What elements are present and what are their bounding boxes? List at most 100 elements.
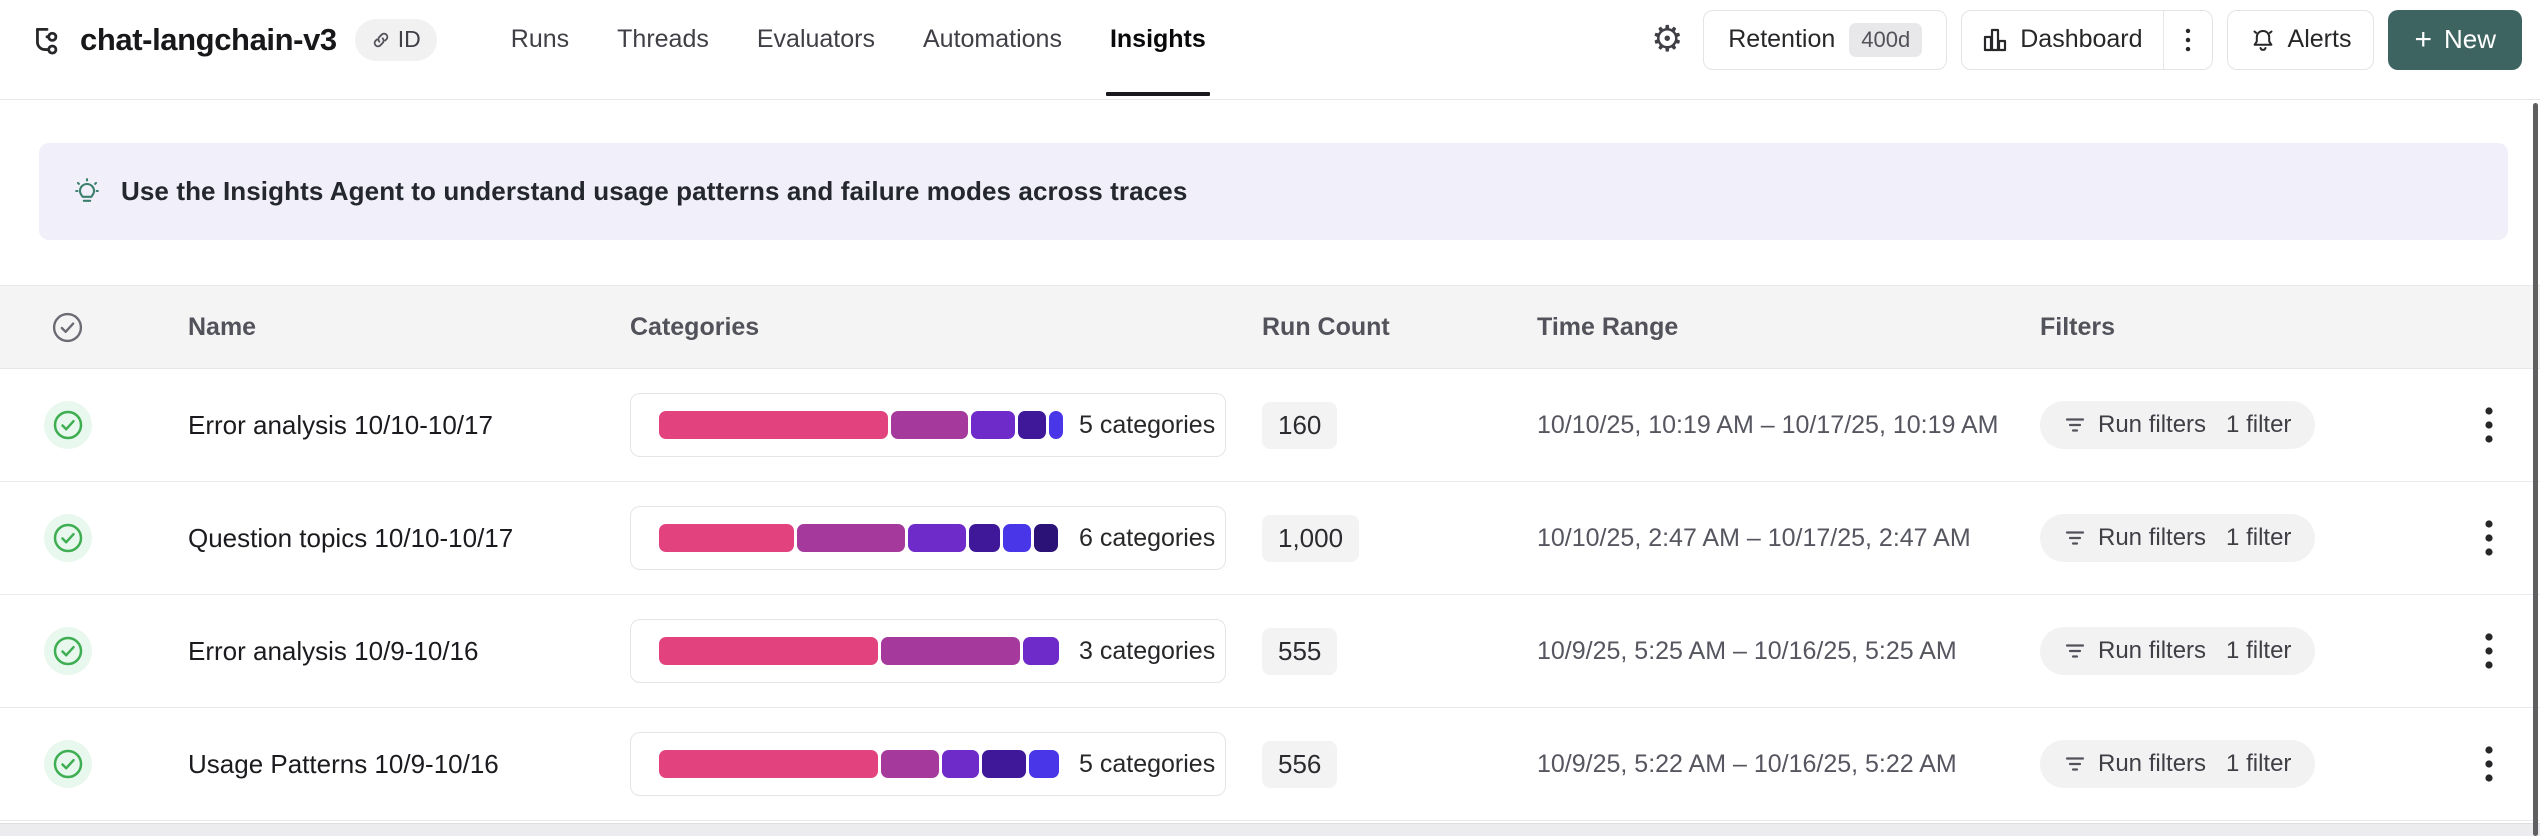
time-range: 10/10/25, 2:47 AM – 10/17/25, 2:47 AM (1537, 523, 1971, 552)
project-id-label: ID (397, 26, 421, 52)
time-range: 10/9/25, 5:22 AM – 10/16/25, 5:22 AM (1537, 749, 1957, 778)
insight-name[interactable]: Error analysis 10/9-10/16 (188, 635, 479, 666)
category-segment (1028, 750, 1059, 778)
insight-name[interactable]: Question topics 10/10-10/17 (188, 522, 514, 553)
category-segment (659, 524, 794, 552)
column-header-name[interactable]: Name (188, 312, 257, 341)
status-success-icon (43, 627, 92, 675)
insight-name[interactable]: Error analysis 10/10-10/17 (188, 409, 493, 440)
categories-summary[interactable]: 5 categories (630, 732, 1226, 796)
run-filters-pill[interactable]: Run filters 1 filter (2040, 627, 2316, 675)
filter-icon (2065, 644, 2085, 658)
run-count-badge: 160 (1262, 401, 1338, 449)
category-segment (881, 750, 940, 778)
run-count-badge: 555 (1262, 627, 1338, 675)
tab-evaluators[interactable]: Evaluators (756, 25, 875, 53)
category-segment (1048, 411, 1063, 439)
category-segment (659, 750, 879, 778)
new-button[interactable]: + New (2388, 9, 2522, 70)
gear-icon: ⚙ (1651, 18, 1684, 60)
column-header-categories[interactable]: Categories (630, 312, 760, 341)
alerts-button[interactable]: Alerts (2226, 9, 2375, 70)
row-menu-button[interactable] (2478, 625, 2500, 677)
page-title: chat-langchain-v3 (80, 21, 337, 57)
categories-summary[interactable]: 3 categories (630, 619, 1226, 683)
row-menu-button[interactable] (2478, 399, 2500, 451)
category-segment (942, 750, 979, 778)
retention-button[interactable]: Retention 400d (1703, 9, 1948, 70)
category-segment (1002, 524, 1031, 552)
kebab-icon (2485, 746, 2493, 782)
project-id-badge[interactable]: ID (354, 18, 437, 61)
row-menu-button[interactable] (2478, 738, 2500, 790)
run-filters-pill[interactable]: Run filters 1 filter (2040, 401, 2316, 449)
column-header-run-count[interactable]: Run Count (1262, 312, 1390, 341)
horizontal-scrollbar-track (0, 823, 2540, 836)
select-all-checkbox[interactable] (51, 311, 84, 344)
column-header-time-range[interactable]: Time Range (1537, 312, 1679, 341)
table-body: Error analysis 10/10-10/17 5 categories … (0, 369, 2540, 821)
alerts-label: Alerts (2287, 25, 2352, 53)
time-range: 10/9/25, 5:25 AM – 10/16/25, 5:25 AM (1537, 636, 1957, 665)
category-segment (659, 411, 889, 439)
dashboard-button[interactable]: Dashboard (1962, 11, 2162, 69)
table-row[interactable]: Error analysis 10/9-10/16 3 categories 5… (0, 595, 2540, 708)
run-filters-label: Run filters (2098, 524, 2207, 551)
topbar: chat-langchain-v3 ID Runs Threads Evaluato… (0, 0, 2540, 100)
status-success-icon (43, 514, 92, 562)
row-menu-button[interactable] (2478, 512, 2500, 564)
run-filters-pill[interactable]: Run filters 1 filter (2040, 514, 2316, 562)
categories-bar (659, 750, 1061, 778)
categories-bar (659, 637, 1061, 665)
kebab-icon (2485, 633, 2493, 669)
topbar-actions: ⚙ Retention 400d Dashboard (1645, 9, 2522, 70)
category-segment (970, 411, 1015, 439)
table-row[interactable]: Error analysis 10/10-10/17 5 categories … (0, 369, 2540, 482)
tab-threads[interactable]: Threads (617, 25, 709, 53)
category-segment (1017, 411, 1046, 439)
run-filters-label: Run filters (2098, 637, 2207, 664)
dashboard-menu-button[interactable] (2164, 11, 2212, 69)
plus-icon: + (2414, 22, 2432, 56)
category-segment (659, 637, 879, 665)
insight-name[interactable]: Usage Patterns 10/9-10/16 (188, 748, 499, 779)
tab-runs[interactable]: Runs (510, 25, 570, 53)
filter-count-label: 1 filter (2226, 637, 2292, 664)
vertical-scrollbar[interactable] (2533, 103, 2538, 836)
table-row[interactable]: Usage Patterns 10/9-10/16 5 categories 5… (0, 708, 2540, 821)
table-header: Name Categories Run Count Time Range Fil… (0, 285, 2540, 369)
categories-summary[interactable]: 5 categories (630, 393, 1226, 457)
run-filters-pill[interactable]: Run filters 1 filter (2040, 740, 2316, 788)
run-count-badge: 1,000 (1262, 514, 1360, 562)
table-row[interactable]: Question topics 10/10-10/17 6 categories… (0, 482, 2540, 595)
filter-count-label: 1 filter (2226, 524, 2292, 551)
category-segment (1022, 637, 1059, 665)
tab-insights[interactable]: Insights (1105, 0, 1210, 96)
run-filters-label: Run filters (2098, 411, 2207, 438)
category-segment (1033, 524, 1058, 552)
categories-bar (659, 411, 1063, 439)
project-tree-icon (36, 27, 58, 55)
new-button-label: New (2443, 24, 2496, 54)
column-header-filters[interactable]: Filters (2040, 312, 2116, 341)
insights-banner: Use the Insights Agent to understand usa… (39, 143, 2508, 240)
filter-icon (2065, 418, 2085, 432)
category-segment (981, 750, 1026, 778)
category-segment (796, 524, 906, 552)
categories-count-label: 5 categories (1079, 749, 1216, 778)
bar-chart-icon (1984, 28, 2007, 51)
dashboard-button-group: Dashboard (1961, 9, 2213, 70)
status-success-icon (43, 401, 92, 449)
kebab-icon (2485, 520, 2493, 556)
bell-icon (2253, 29, 2273, 51)
retention-value-badge: 400d (1849, 22, 1923, 57)
filter-count-label: 1 filter (2226, 411, 2292, 438)
category-segment (908, 524, 967, 552)
categories-bar (659, 524, 1061, 552)
banner-text: Use the Insights Agent to understand usa… (121, 176, 1188, 206)
categories-count-label: 3 categories (1079, 636, 1216, 665)
tab-automations[interactable]: Automations (922, 25, 1062, 53)
categories-summary[interactable]: 6 categories (630, 506, 1226, 570)
settings-button[interactable]: ⚙ (1645, 18, 1689, 62)
categories-count-label: 5 categories (1079, 410, 1216, 439)
